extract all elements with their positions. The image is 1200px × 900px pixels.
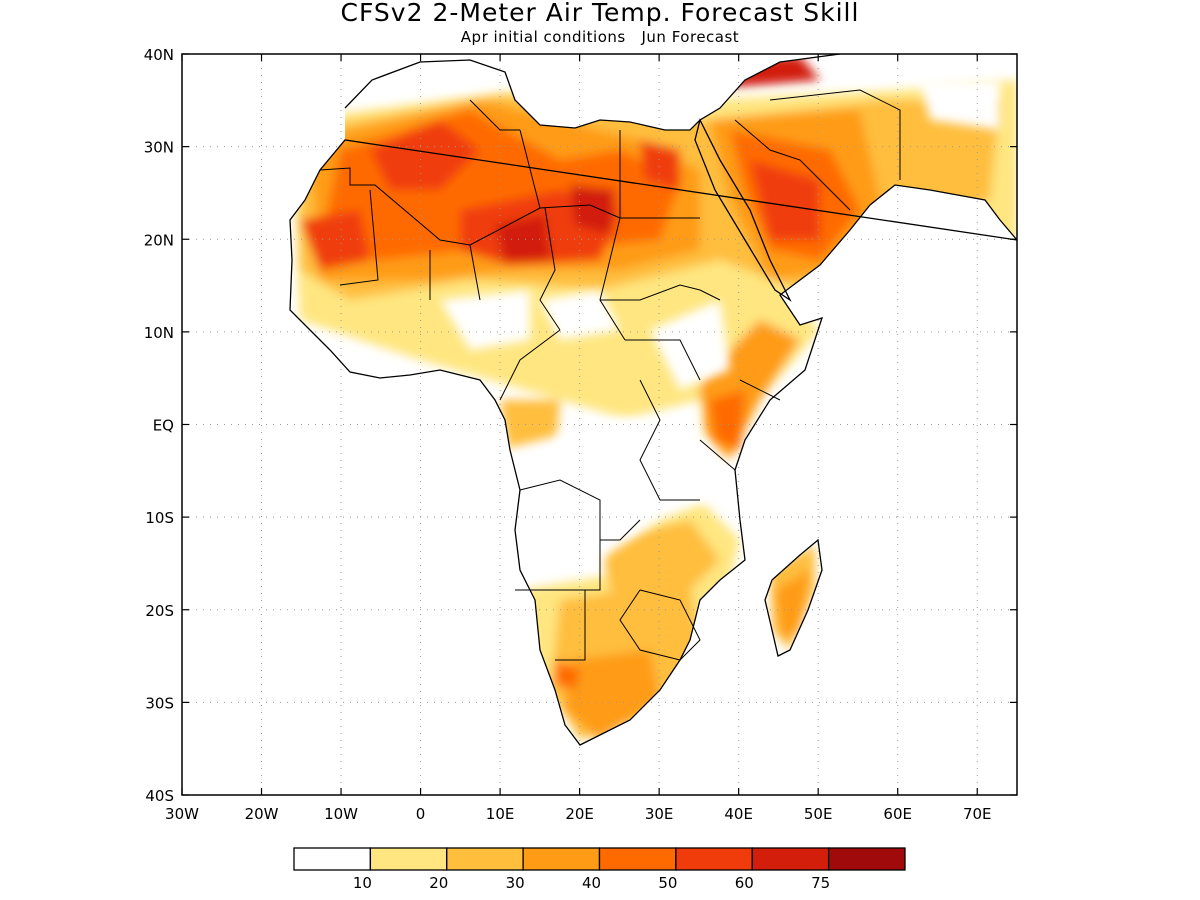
no-skill-nigeria — [540, 290, 620, 340]
colorbar-label: 75 — [811, 874, 830, 892]
lat-tick-label: EQ — [153, 417, 174, 435]
skill-band-30-40-madagascar — [775, 570, 810, 640]
map-subtitle: Apr initial conditions Jun Forecast — [460, 28, 740, 46]
lon-tick-label: 60E — [883, 805, 912, 823]
colorbar-swatch — [751, 847, 830, 871]
colorbar-label: 60 — [735, 874, 754, 892]
lon-tick-label: 10W — [324, 805, 358, 823]
colorbar-label: 20 — [429, 874, 448, 892]
lat-tick-label: 20N — [144, 231, 174, 249]
skill-band-50-60-egypt — [640, 140, 680, 190]
lon-tick-label: 20E — [565, 805, 594, 823]
colorbar-label: 10 — [353, 874, 372, 892]
colorbar-label: 50 — [658, 874, 677, 892]
lon-tick-label: 50E — [804, 805, 833, 823]
colorbar: 10 20 30 40 50 60 75 — [293, 847, 906, 892]
skill-band-30-40-southafrica — [565, 650, 660, 740]
no-skill-westafrica — [440, 290, 530, 350]
colorbar-swatch — [369, 847, 448, 871]
lon-tick-label: 20W — [245, 805, 279, 823]
colorbar-swatch — [293, 847, 372, 871]
skill-band-50-60-algeria — [370, 120, 480, 190]
map-title: CFSv2 2-Meter Air Temp. Forecast Skill — [340, 0, 860, 27]
colorbar-swatch — [446, 847, 524, 871]
lon-tick-label: 30W — [165, 805, 199, 823]
no-skill-congo-basin — [500, 400, 710, 580]
colorbar-label: 30 — [506, 874, 525, 892]
country-borders — [319, 89, 901, 661]
map-area — [182, 54, 1017, 795]
colorbar-swatch — [598, 847, 677, 871]
lon-tick-label: 10E — [486, 805, 515, 823]
skill-field — [290, 56, 1017, 745]
lon-tick-label: 30E — [645, 805, 674, 823]
lon-tick-label: 40E — [724, 805, 753, 823]
coastlines — [289, 54, 1017, 746]
lon-tick-label: 0 — [416, 805, 426, 823]
lat-tick-label: 20S — [145, 602, 174, 620]
lat-tick-label: 30N — [144, 139, 174, 157]
no-skill-central-asia — [920, 80, 1000, 130]
colorbar-swatch — [522, 847, 601, 871]
lat-tick-label: 30S — [145, 694, 174, 712]
skill-band-50-60-mauritania — [300, 210, 370, 270]
no-skill-south-sudan — [650, 300, 730, 390]
skill-band-60-75-chad — [570, 185, 615, 235]
axes: 30W 20W 10W 0 10E 20E 30E 40E 50E 60E 70E 40N 30N 20N… — [144, 46, 1017, 823]
skill-band-50-60-saudi — [750, 160, 820, 240]
lat-tick-label: 10N — [144, 324, 174, 342]
colorbar-label: 40 — [582, 874, 601, 892]
colorbar-swatch — [827, 847, 906, 871]
skill-band-60-75-niger — [495, 215, 550, 262]
lat-tick-label: 40N — [144, 46, 174, 64]
lat-tick-label: 40S — [145, 787, 174, 805]
colorbar-swatch — [675, 847, 753, 871]
skill-band-40-50-kenya — [710, 390, 745, 450]
skill-band-40-50-namibia — [555, 660, 580, 690]
lon-tick-label: 70E — [963, 805, 992, 823]
lat-tick-label: 10S — [145, 509, 174, 527]
